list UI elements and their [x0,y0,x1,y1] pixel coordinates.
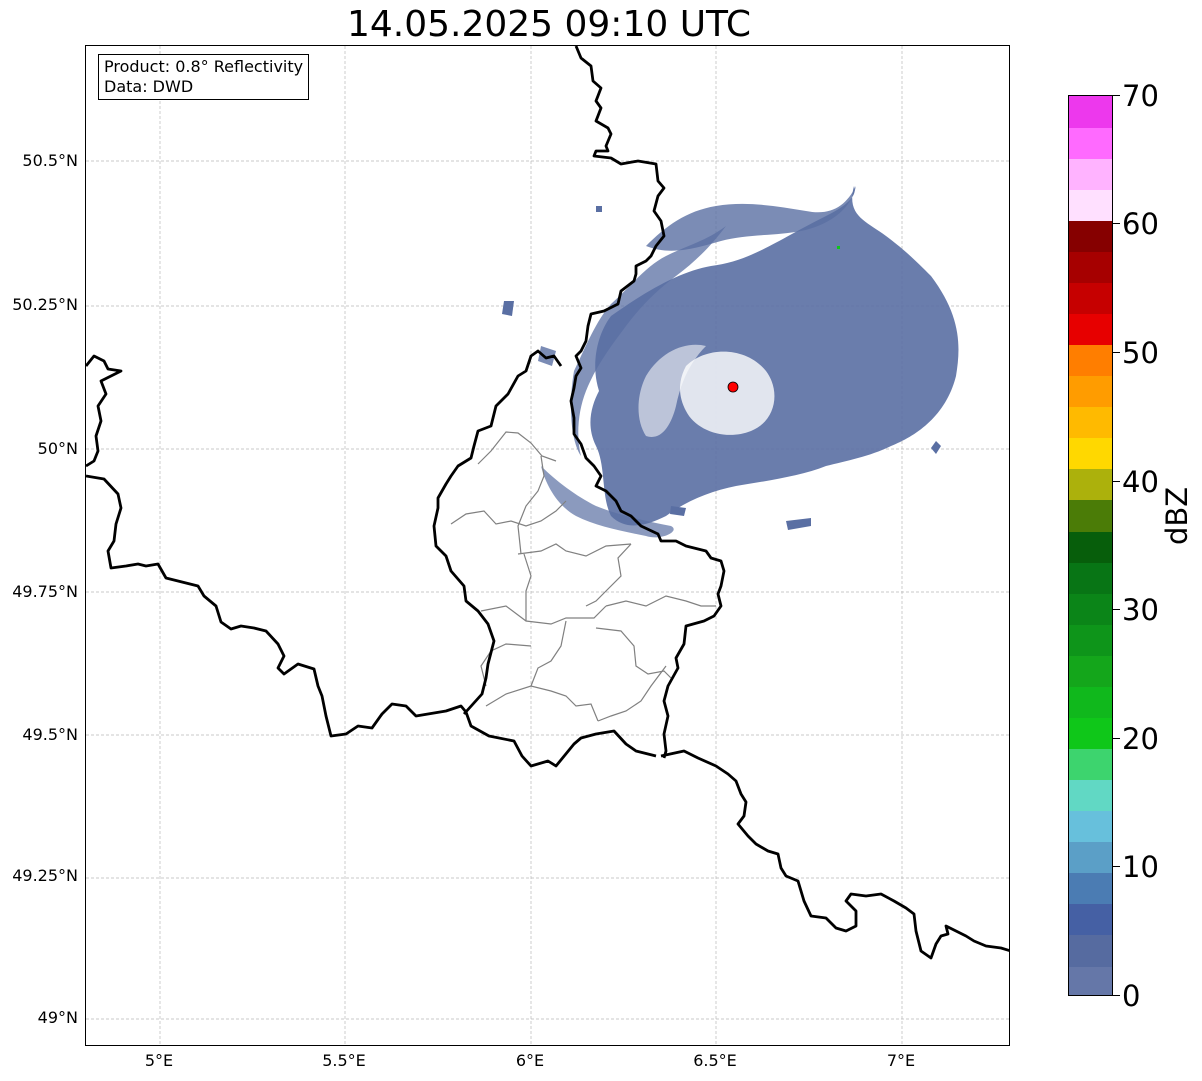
colorbar-segment [1069,686,1112,718]
echo-region-west [570,226,726,456]
border-german-west [569,46,726,759]
echo-fragment [786,518,811,530]
colorbar-segment [1069,127,1112,159]
colorbar-tick [1113,481,1120,482]
echo-region-south [541,466,674,538]
colorbar-tick-label: 40 [1122,465,1159,499]
colorbar-segment [1069,562,1112,594]
echo-gap-inner [638,344,706,437]
data-source-label: Data: DWD [104,77,194,96]
colorbar-segment [1069,344,1112,377]
echo-pixel-green [837,246,840,249]
internal-boundaries [450,431,716,722]
product-label: Product: 0.8° Reflectivity [104,57,304,76]
colorbar-segment [1069,530,1112,563]
colorbar [1068,95,1113,996]
colorbar-tick [1113,223,1120,224]
colorbar-tick-label: 70 [1122,79,1159,113]
echo-fragment [502,301,514,316]
colorbar-segment [1069,841,1112,874]
lon-tick-label: 6.5°E [693,1051,737,1070]
echo-gap-center [680,351,775,435]
lat-tick-label: 50°N [37,439,78,458]
colorbar-tick-label: 50 [1122,336,1159,370]
colorbar-segment [1069,934,1112,967]
colorbar-tick-label: 20 [1122,722,1159,756]
colorbar-tick [1113,609,1120,610]
lat-tick-label: 49°N [37,1008,78,1027]
echo-fragment [538,346,556,366]
colorbar-segment [1069,717,1112,750]
border-lux-west [432,349,563,715]
colorbar-tick [1113,738,1120,739]
lon-tick-label: 5°E [144,1051,174,1070]
lon-tick-label: 6°E [515,1051,545,1070]
colorbar-tick-label: 30 [1122,593,1159,627]
national-borders [86,46,1009,960]
colorbar-tick [1113,866,1120,867]
colorbar-tick-label: 0 [1122,979,1141,1013]
echo-fragment [931,441,941,454]
colorbar-segment [1069,903,1112,936]
colorbar-tick-label: 60 [1122,207,1159,241]
colorbar-segment [1069,655,1112,687]
colorbar-segment [1069,375,1112,408]
map-panel[interactable] [85,45,1010,1046]
radar-site-marker[interactable] [727,381,739,393]
colorbar-segment [1069,158,1112,190]
colorbar-tick-label: 10 [1122,850,1159,884]
colorbar-segment [1069,437,1112,470]
colorbar-segment [1069,468,1112,501]
lat-tick-label: 50.25°N [12,295,78,314]
colorbar-segment [1069,748,1112,781]
colorbar-segment [1069,810,1112,843]
border-west [86,354,123,468]
lon-tick-label: 7°E [886,1051,916,1070]
colorbar-segment [1069,251,1112,283]
border-south-east [660,749,1009,960]
echo-region-north [646,186,856,251]
echo-fragment [596,206,602,212]
colorbar-tick [1113,95,1120,96]
colorbar-segment [1069,779,1112,812]
lon-tick-label: 5.5°E [322,1051,366,1070]
colorbar-segment [1069,220,1112,252]
lat-tick-label: 49.75°N [12,582,78,601]
info-legend-box: Product: 0.8° Reflectivity Data: DWD [98,54,310,100]
colorbar-segment [1069,406,1112,439]
map-title: 14.05.2025 09:10 UTC [346,4,752,45]
colorbar-unit-label: dBZ [1160,486,1194,545]
colorbar-segment [1069,499,1112,532]
colorbar-segment [1069,189,1112,221]
colorbar-segment [1069,313,1112,346]
lat-tick-label: 50.5°N [22,151,78,170]
colorbar-segment [1069,593,1112,625]
colorbar-segment [1069,282,1112,315]
echo-fragment [670,506,686,516]
border-south-west [86,474,657,768]
colorbar-segment [1069,96,1112,128]
colorbar-segment [1069,965,1112,995]
colorbar-tick [1113,352,1120,353]
colorbar-segment [1069,624,1112,656]
lat-tick-label: 49.5°N [22,725,78,744]
colorbar-segment [1069,872,1112,905]
colorbar-tick [1113,995,1120,996]
map-canvas[interactable] [86,46,1010,1046]
echo-region-main [590,186,959,526]
lat-tick-label: 49.25°N [12,866,78,885]
reflectivity-echoes [502,186,959,538]
